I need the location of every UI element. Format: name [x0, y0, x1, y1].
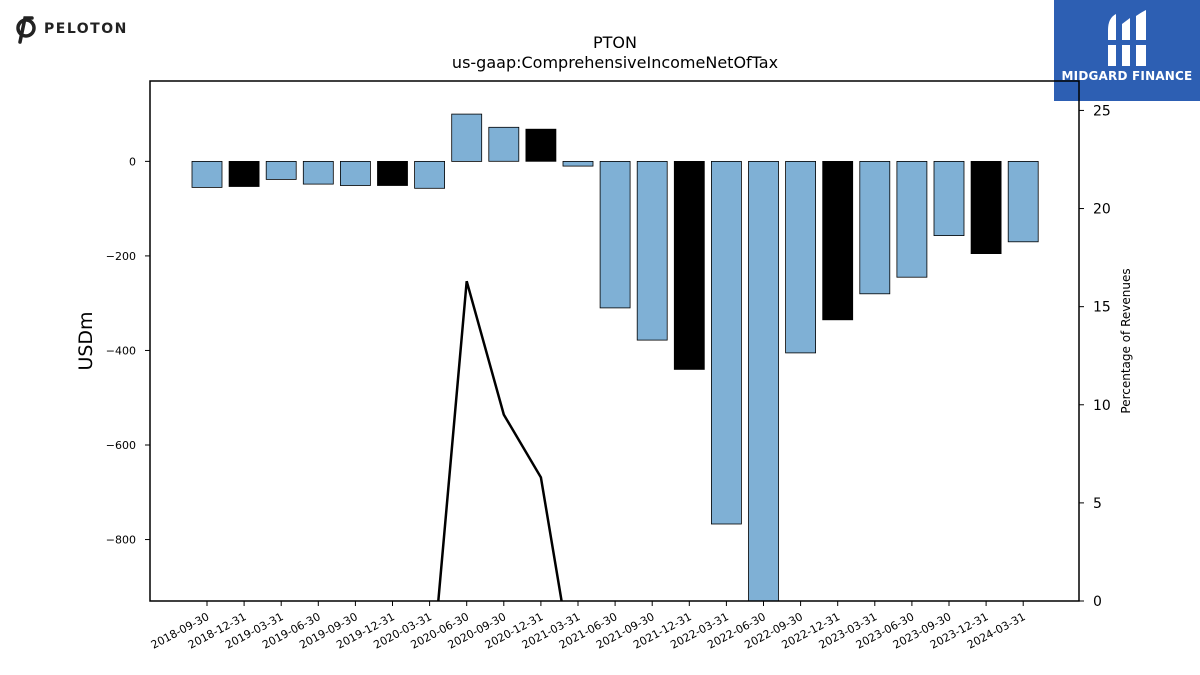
bar-2019-09-30	[339, 160, 371, 186]
chart-title: PTON	[593, 33, 637, 52]
bar-2023-12-31	[970, 160, 1002, 254]
bar-2018-09-30	[191, 160, 223, 188]
bar-2019-06-30	[302, 160, 334, 185]
bar-2021-06-30	[599, 160, 631, 309]
bar-2020-09-30	[488, 126, 520, 162]
y2-tick-label: 25	[1093, 103, 1111, 119]
bar-2022-03-31	[711, 160, 742, 525]
bar-2019-03-31	[265, 160, 297, 180]
bar-2024-03-31	[1007, 160, 1039, 243]
plot-frame	[149, 80, 1080, 602]
peloton-wordmark: PELOTON	[44, 21, 128, 37]
bars-group	[191, 113, 1039, 601]
bar-2020-03-31	[414, 160, 446, 189]
peloton-logo: PELOTON	[14, 14, 128, 44]
bar-2021-09-30	[636, 160, 668, 341]
peloton-icon	[16, 16, 36, 44]
percentage-line-group	[437, 280, 563, 601]
bar-2019-12-31	[377, 160, 408, 186]
y-tick-label: 0	[129, 155, 136, 168]
bar-2021-12-31	[673, 160, 705, 370]
bar-2020-06-30	[451, 113, 483, 162]
midgard-icon	[1106, 10, 1148, 66]
bar-2022-12-31	[822, 160, 854, 321]
percentage-line	[437, 280, 563, 601]
bar-2018-12-31	[228, 160, 260, 187]
bar-2023-09-30	[933, 160, 965, 236]
bar-2021-03-31	[562, 160, 594, 167]
y2-axis-label: Percentage of Revenues	[1119, 268, 1133, 413]
y-axis-label: USDm	[75, 311, 97, 370]
y2-tick-label: 20	[1093, 202, 1111, 218]
chart-subtitle: us-gaap:ComprehensiveIncomeNetOfTax	[452, 53, 778, 72]
bar-2022-09-30	[785, 160, 816, 354]
y-tick-label: −800	[106, 534, 136, 547]
y-tick-label: −400	[106, 344, 136, 357]
y2-tick-label: 15	[1093, 300, 1111, 316]
x-axis: 2018-09-302018-12-312019-03-312019-06-30…	[149, 601, 1028, 652]
y-tick-label: −200	[106, 250, 136, 263]
bar-2023-03-31	[859, 160, 891, 295]
y2-tick-label: 5	[1093, 496, 1102, 512]
right-axis: 0 5 10 15 20 25	[1079, 103, 1111, 610]
y2-tick-label: 0	[1093, 594, 1102, 610]
y2-tick-label: 10	[1093, 398, 1111, 414]
bar-2022-06-30	[748, 160, 779, 601]
midgard-wordmark: MIDGARD FINANCE	[1061, 69, 1193, 83]
left-axis: 0 −200 −400 −600 −800	[106, 155, 150, 547]
bar-2020-12-31	[525, 128, 557, 162]
bar-2023-06-30	[896, 160, 928, 278]
y-tick-label: −600	[106, 439, 136, 452]
midgard-finance-logo: MIDGARD FINANCE	[1054, 0, 1200, 101]
